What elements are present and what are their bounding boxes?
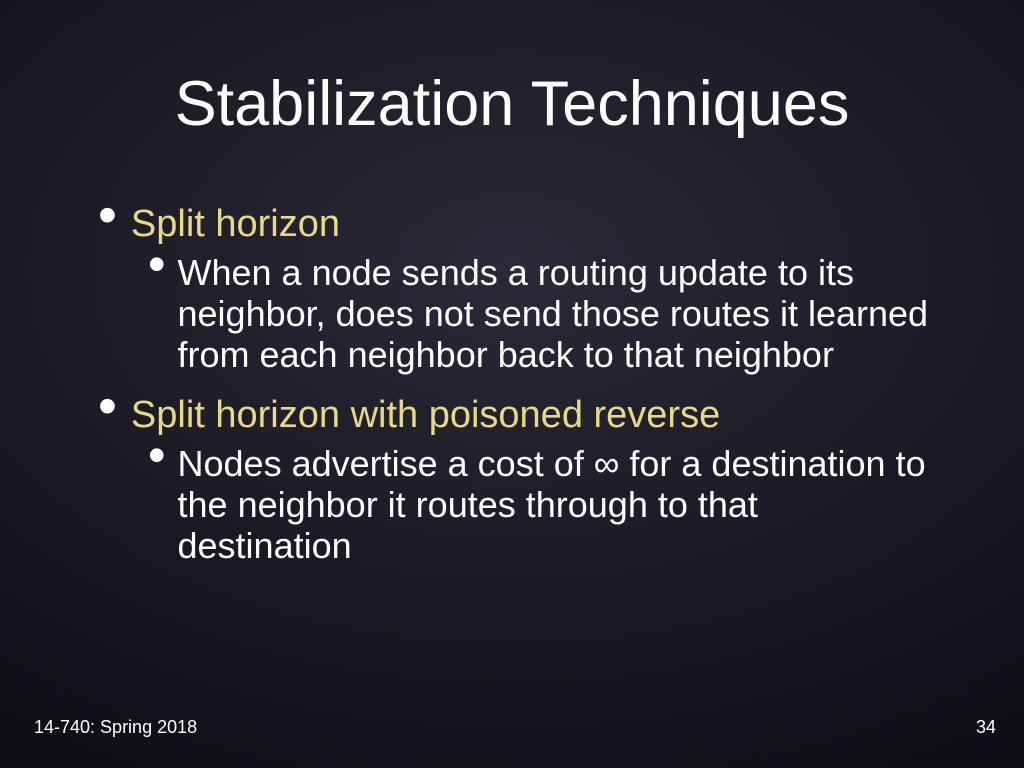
bullet-text: When a node sends a routing update to it… <box>178 252 934 375</box>
bullet-dot-icon: • <box>148 439 166 471</box>
footer-course-label: 14-740: Spring 2018 <box>34 717 197 738</box>
bullet-text: Nodes advertise a cost of ∞ for a destin… <box>178 443 934 566</box>
bullet-dot-icon: • <box>148 248 166 280</box>
bullet-text: Split horizon with poisoned reverse <box>131 393 720 437</box>
bullet-level1: • Split horizon <box>98 202 934 246</box>
footer-page-number: 34 <box>976 717 996 738</box>
slide-content: • Split horizon • When a node sends a ro… <box>0 202 1024 566</box>
bullet-dot-icon: • <box>98 197 117 233</box>
bullet-level2: • Nodes advertise a cost of ∞ for a dest… <box>148 443 934 566</box>
bullet-dot-icon: • <box>98 388 117 424</box>
bullet-level2: • When a node sends a routing update to … <box>148 252 934 375</box>
bullet-level1: • Split horizon with poisoned reverse <box>98 393 934 437</box>
slide-container: Stabilization Techniques • Split horizon… <box>0 0 1024 768</box>
slide-title: Stabilization Techniques <box>0 0 1024 140</box>
